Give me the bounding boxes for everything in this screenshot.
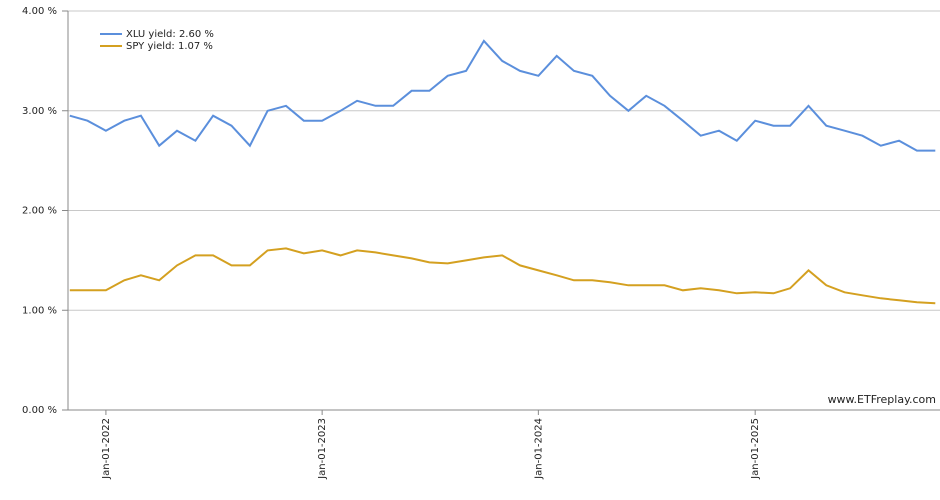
legend-label: SPY yield: 1.07 % bbox=[126, 41, 213, 52]
y-tick-label: 0.00 % bbox=[22, 405, 57, 416]
y-tick-label: 3.00 % bbox=[22, 106, 57, 117]
line bbox=[69, 247, 936, 305]
y-tick-label: 2.00 % bbox=[22, 206, 57, 217]
y-tick-label: 1.00 % bbox=[22, 305, 57, 316]
legend-label: XLU yield: 2.60 % bbox=[126, 29, 214, 40]
x-tick-label: Jan-01-2022 bbox=[101, 418, 112, 480]
line bbox=[69, 39, 936, 152]
x-tick-label: Jan-01-2024 bbox=[533, 418, 544, 480]
y-tick-label: 4.00 % bbox=[22, 6, 57, 17]
x-tick-label: Jan-01-2025 bbox=[750, 418, 761, 480]
x-tick-label: Jan-01-2023 bbox=[317, 418, 328, 480]
watermark: www.ETFreplay.com bbox=[828, 393, 936, 406]
